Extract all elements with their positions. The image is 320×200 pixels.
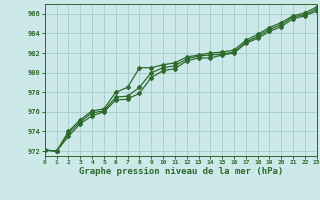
X-axis label: Graphe pression niveau de la mer (hPa): Graphe pression niveau de la mer (hPa) (79, 167, 283, 176)
